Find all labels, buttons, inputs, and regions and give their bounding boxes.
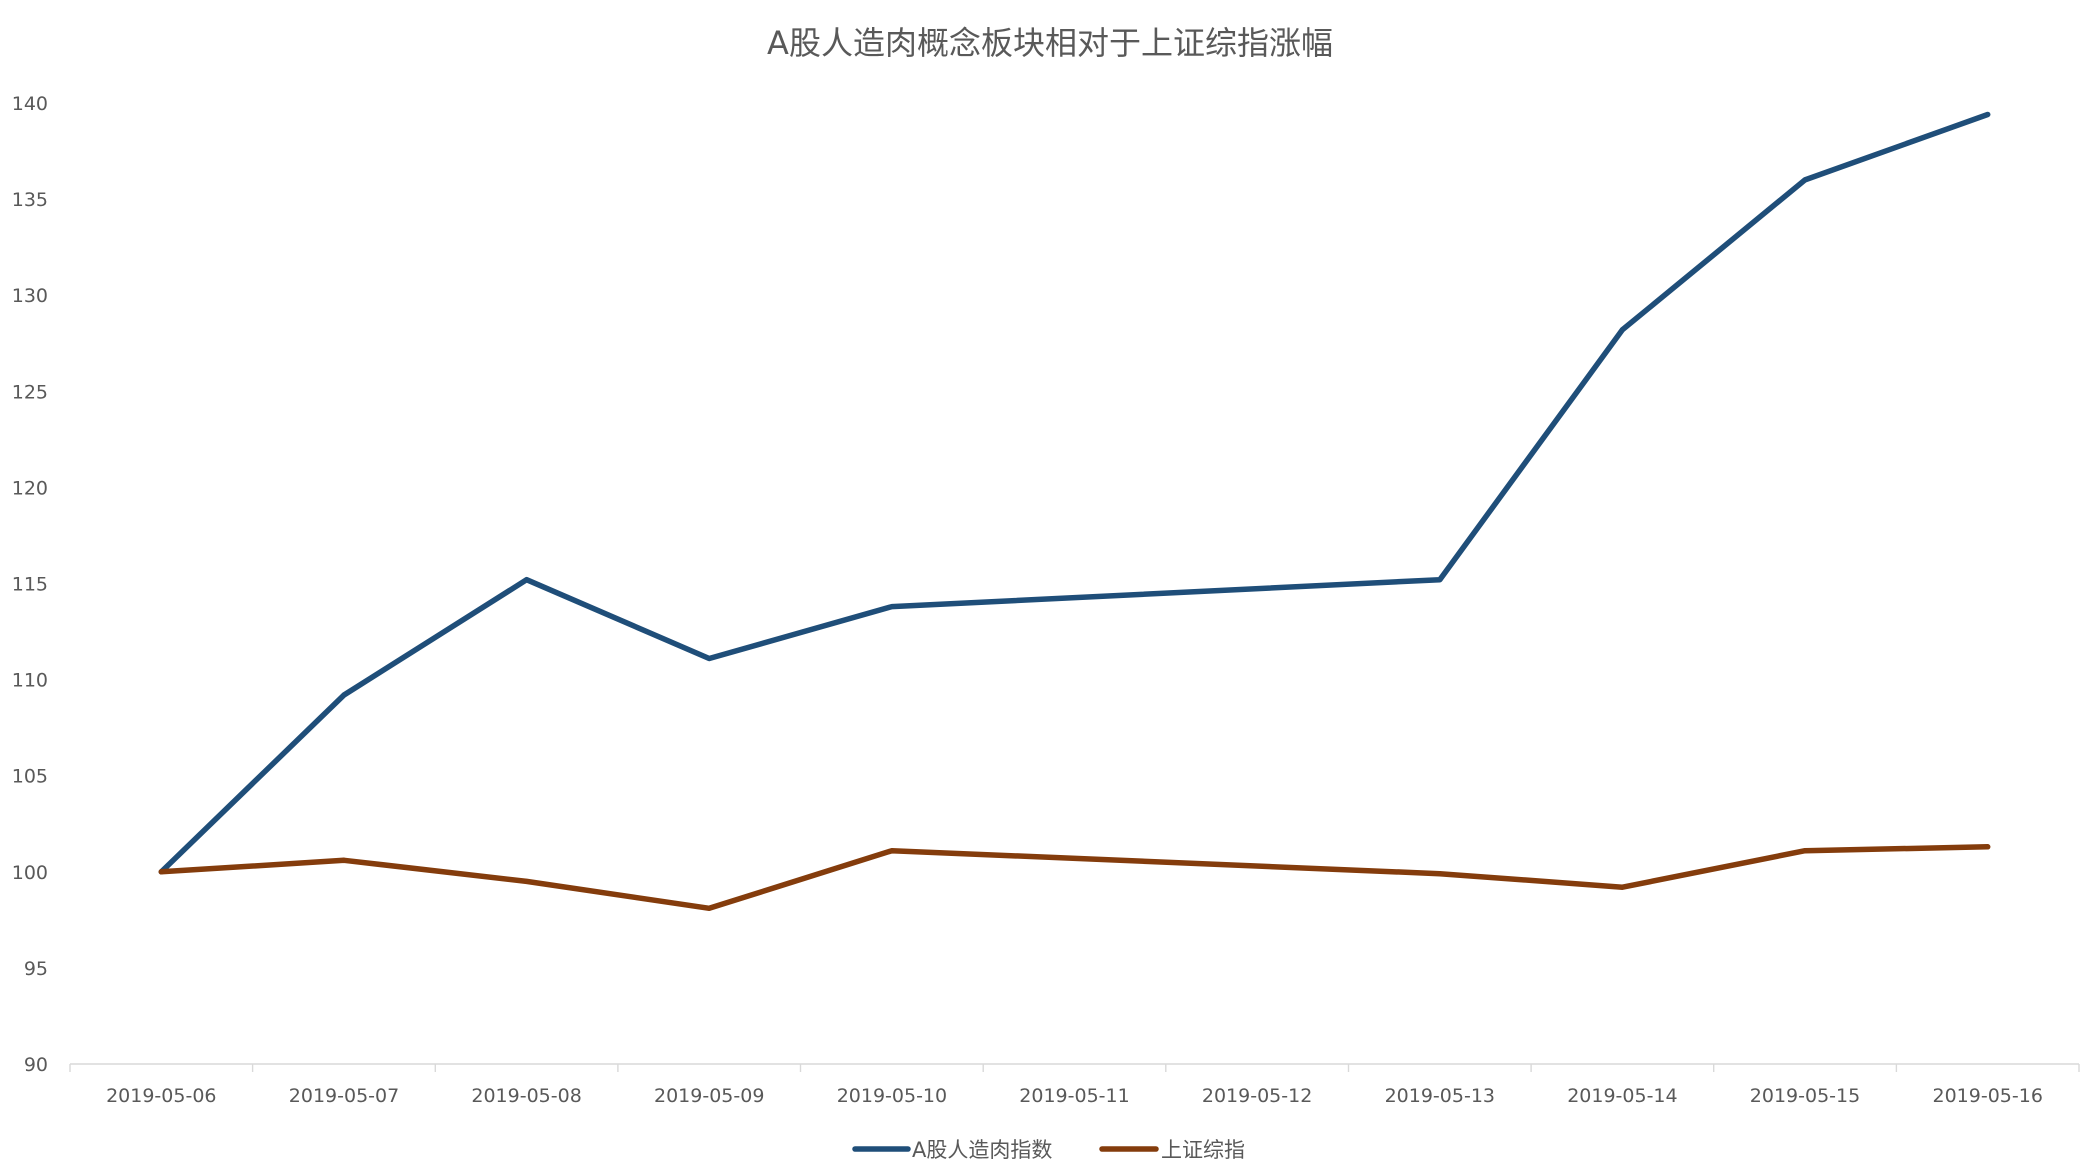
y-tick-label: 125 <box>12 381 48 403</box>
x-axis: 2019-05-06 2019-05-07 2019-05-08 2019-05-09… <box>69 1063 2080 1107</box>
x-tick-label: 2019-05-16 <box>1932 1085 2042 1107</box>
x-tick-label: 2019-05-15 <box>1750 1085 1860 1107</box>
data-point <box>1619 327 1625 333</box>
series-group <box>158 844 1991 912</box>
series-group <box>158 111 1991 875</box>
data-point <box>1985 112 1991 117</box>
y-tick-label: 130 <box>12 285 48 307</box>
y-tick-label: 105 <box>12 766 48 788</box>
x-tick-label: 2019-05-07 <box>289 1085 399 1107</box>
data-point <box>1437 577 1443 583</box>
legend-label: A股人造肉指数 <box>912 1138 1052 1162</box>
series-line <box>158 844 1991 912</box>
x-tick-label: 2019-05-12 <box>1202 1085 1312 1107</box>
data-point <box>1802 177 1808 183</box>
y-axis: 90 95 100 105 110 115 120 125 130 135 140 <box>12 93 48 1076</box>
y-tick-label: 100 <box>12 862 48 884</box>
x-tick-label: 2019-05-13 <box>1385 1085 1495 1107</box>
data-point <box>1619 884 1625 890</box>
series-line <box>158 111 1991 875</box>
x-tick-label: 2019-05-06 <box>106 1085 216 1107</box>
legend-label: 上证综指 <box>1161 1138 1245 1162</box>
data-point <box>158 869 164 875</box>
plot-series <box>158 111 1991 912</box>
data-point <box>1985 844 1991 850</box>
legend: A股人造肉指数 上证综指 <box>852 1138 1245 1162</box>
x-tick-label: 2019-05-10 <box>837 1085 947 1107</box>
data-point <box>341 857 347 863</box>
legend-item: 上证综指 <box>1099 1138 1245 1162</box>
y-tick-label: 135 <box>12 189 48 211</box>
data-point <box>524 577 530 583</box>
data-point <box>1437 871 1443 877</box>
legend-item: A股人造肉指数 <box>852 1138 1052 1162</box>
chart-title: A股人造肉概念板块相对于上证综指涨幅 <box>767 24 1333 62</box>
data-point <box>1802 848 1808 854</box>
x-tick-label: 2019-05-14 <box>1567 1085 1677 1107</box>
y-tick-label: 115 <box>12 574 48 596</box>
data-point <box>889 604 895 610</box>
data-point <box>706 905 712 911</box>
data-point <box>889 848 895 854</box>
x-tick-label: 2019-05-08 <box>471 1085 581 1107</box>
data-point <box>524 878 530 884</box>
x-tick-label: 2019-05-11 <box>1019 1085 1129 1107</box>
y-tick-label: 110 <box>12 670 48 692</box>
data-point <box>706 656 712 661</box>
data-point <box>341 692 347 698</box>
y-tick-label: 120 <box>12 477 48 499</box>
x-tick-label: 2019-05-09 <box>654 1085 764 1107</box>
y-tick-label: 90 <box>24 1054 48 1076</box>
y-tick-label: 95 <box>24 958 48 980</box>
y-tick-label: 140 <box>12 93 48 115</box>
